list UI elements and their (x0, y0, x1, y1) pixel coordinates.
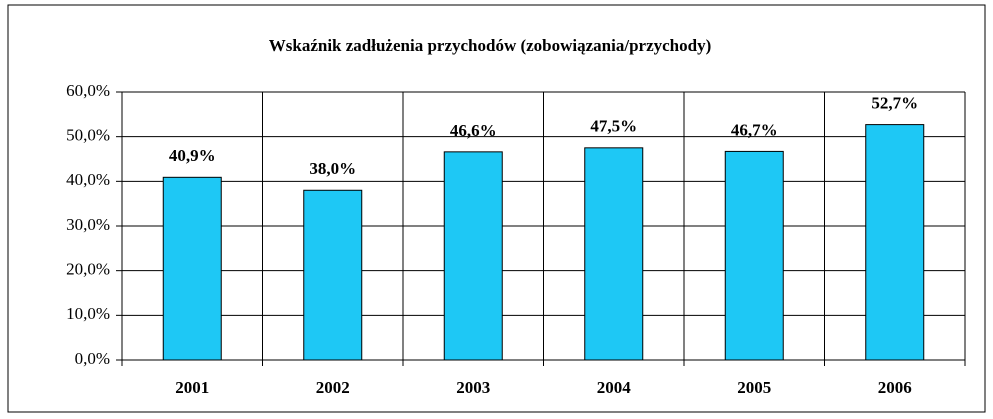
data-label: 47,5% (590, 117, 637, 136)
x-tick-label: 2004 (597, 378, 632, 397)
y-tick-label: 0,0% (75, 349, 110, 368)
bar (443, 151, 503, 361)
bar (303, 189, 363, 361)
x-tick-label: 2006 (878, 378, 912, 397)
bar (162, 176, 222, 361)
data-label: 46,7% (731, 120, 778, 139)
data-label: 52,7% (871, 94, 918, 113)
y-tick-label: 10,0% (66, 304, 110, 323)
y-tick-label: 60,0% (66, 81, 110, 100)
data-label: 40,9% (169, 146, 216, 165)
y-tick-label: 40,0% (66, 170, 110, 189)
bar (584, 147, 644, 361)
y-tick-label: 30,0% (66, 215, 110, 234)
bar (724, 150, 784, 361)
x-tick-label: 2003 (456, 378, 490, 397)
x-tick-label: 2005 (737, 378, 771, 397)
chart-title: Wskaźnik zadłużenia przychodów (zobowiąz… (269, 36, 712, 55)
bar (865, 124, 925, 361)
x-tick-label: 2001 (175, 378, 209, 397)
y-tick-label: 50,0% (66, 126, 110, 145)
x-tick-label: 2002 (316, 378, 350, 397)
data-label: 38,0% (309, 159, 356, 178)
data-label: 46,6% (450, 121, 497, 140)
y-tick-label: 20,0% (66, 260, 110, 279)
